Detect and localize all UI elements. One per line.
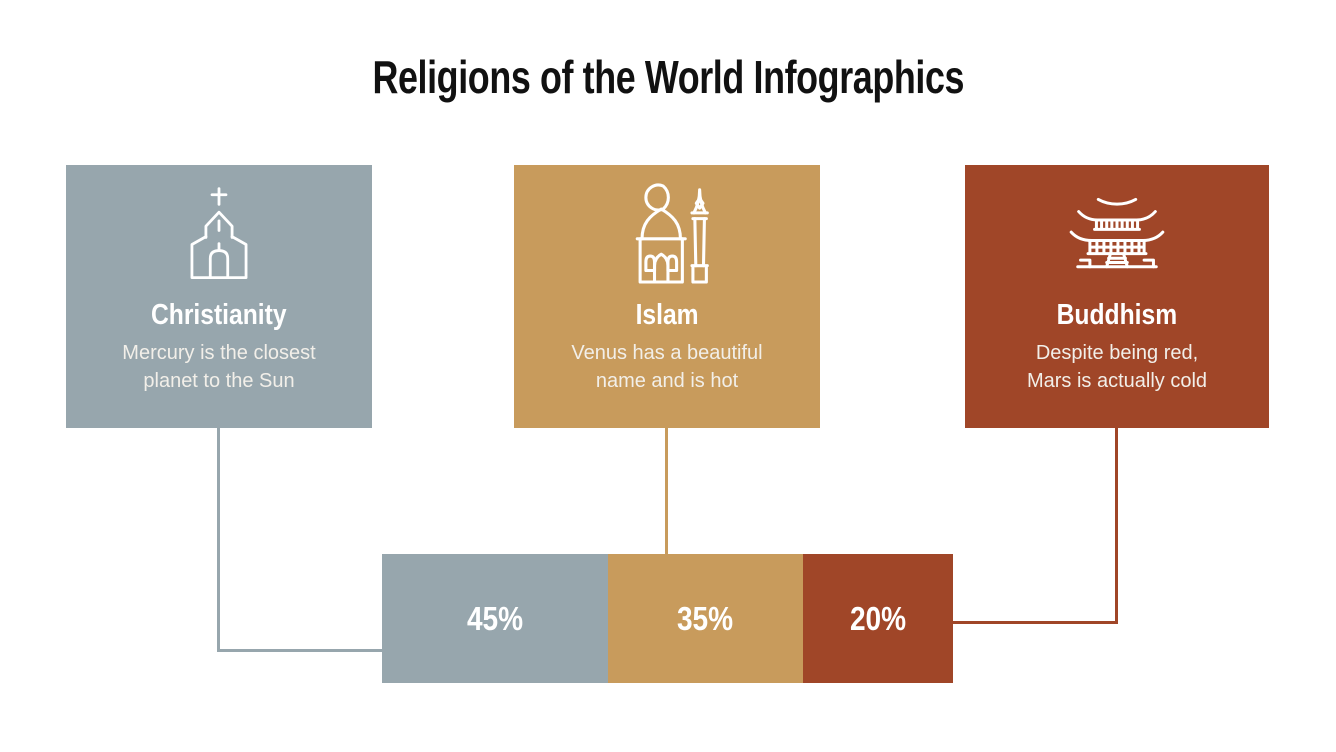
card-title-buddhism: Buddhism: [1056, 299, 1178, 331]
card-description-islam: Venus has a beautiful name and is hot: [571, 342, 763, 392]
card-islam: Islam Venus has a beautiful name and is …: [514, 165, 820, 428]
connector-buddhism-vertical: [1115, 428, 1118, 624]
card-description-christianity: Mercury is the closest planet to the Sun: [122, 342, 316, 392]
card-title-islam: Islam: [635, 299, 699, 331]
connector-christianity-vertical: [217, 428, 220, 652]
percent-label-islam: 35%: [677, 599, 734, 637]
card-title-christianity: Christianity: [151, 299, 287, 331]
bar-segment-christianity: 45%: [382, 554, 608, 683]
card-description-buddhism: Despite being red, Mars is actually cold: [1026, 342, 1208, 392]
bar-segment-islam: 35%: [608, 554, 803, 683]
card-buddhism: Buddhism Despite being red, Mars is actu…: [965, 165, 1269, 428]
percent-label-buddhism: 20%: [849, 599, 907, 637]
church-icon: [175, 179, 263, 289]
bar-segment-buddhism: 20%: [803, 554, 953, 683]
mosque-icon: [619, 179, 715, 289]
temple-icon: [1064, 179, 1170, 289]
page-title: Religions of the World Infographics: [372, 51, 964, 103]
percent-label-christianity: 45%: [466, 599, 524, 637]
connector-buddhism-horizontal: [952, 621, 1118, 624]
connector-christianity-horizontal: [217, 649, 383, 652]
card-christianity: Christianity Mercury is the closest plan…: [66, 165, 372, 428]
connector-islam-vertical: [665, 428, 668, 555]
